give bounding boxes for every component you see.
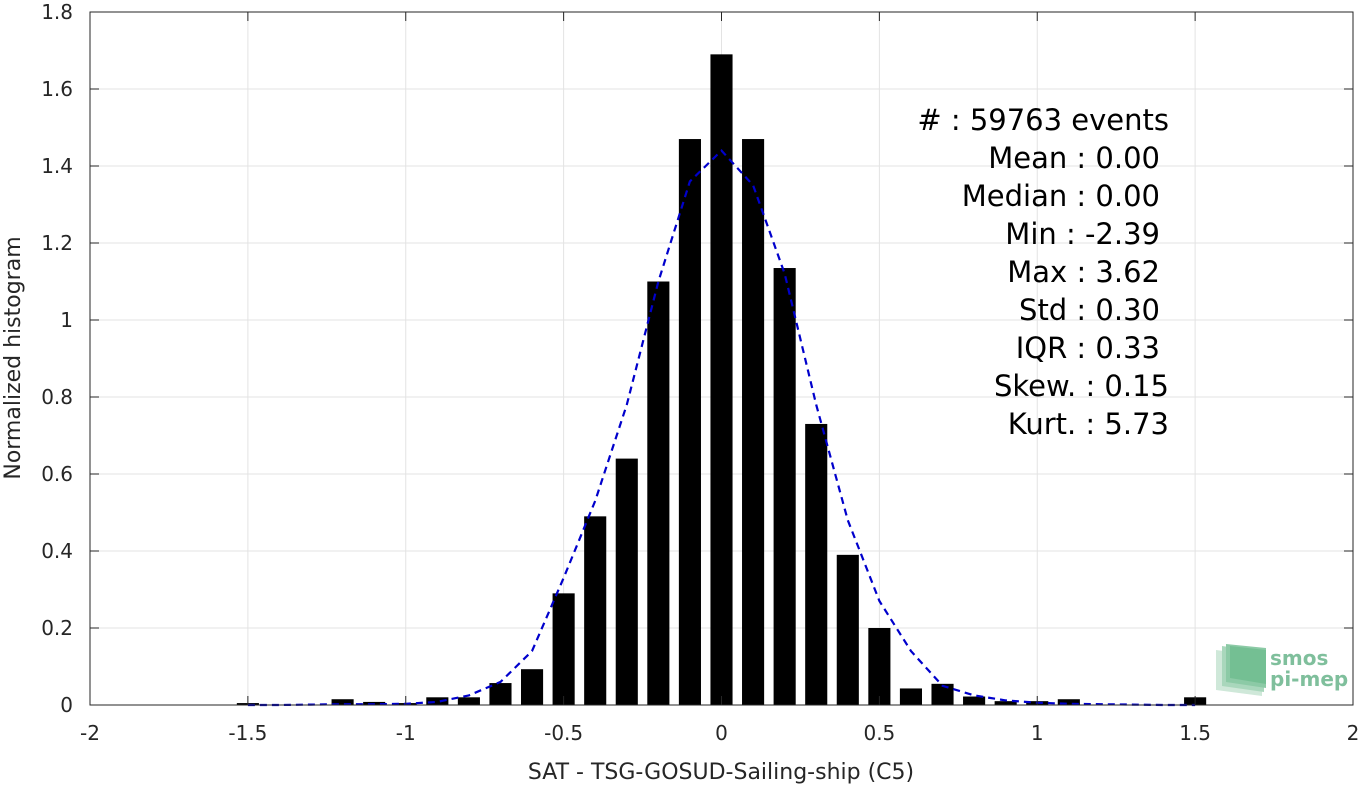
- x-tick-label-4: 0: [715, 721, 728, 745]
- bar-19: [836, 554, 859, 705]
- bar-10: [552, 593, 575, 705]
- bar-16: [742, 139, 765, 706]
- y-tick-labels: 0 0.2 0.4 0.6 0.8 1 1.2 1.4 1.6 1.8: [41, 0, 73, 717]
- y-tick-label-5: 1: [60, 308, 73, 332]
- y-tick-label-9: 1.8: [41, 0, 73, 24]
- bar-7: [457, 697, 480, 705]
- bar-6: [426, 697, 449, 705]
- bar-3: [331, 699, 354, 705]
- bar-21: [899, 688, 923, 705]
- stats-box: # : 59763 events Mean : 0.00 Median : 0.…: [917, 103, 1169, 441]
- y-tick-label-0: 0: [60, 693, 73, 717]
- y-tick-label-6: 1.2: [41, 231, 73, 255]
- bar-15: [710, 54, 733, 706]
- x-tick-label-6: 1: [1031, 721, 1044, 745]
- bar-12: [615, 458, 638, 705]
- x-tick-label-0: -2: [80, 721, 100, 745]
- x-tick-label-8: 2: [1347, 721, 1360, 745]
- x-tick-label-7: 1.5: [1179, 721, 1211, 745]
- stat-mean: Mean : 0.00: [988, 141, 1160, 175]
- logo-text-pimep: pi-mep: [1270, 667, 1348, 691]
- bar-11: [584, 516, 607, 705]
- bar-18: [805, 423, 828, 705]
- stat-events: # : 59763 events: [917, 103, 1169, 137]
- x-axis-label: SAT - TSG-GOSUD-Sailing-ship (C5): [528, 760, 914, 785]
- stat-min: Min : -2.39: [1005, 217, 1160, 251]
- bar-20: [868, 628, 891, 705]
- bar-17: [773, 268, 796, 705]
- stat-max: Max : 3.62: [1007, 255, 1160, 289]
- y-tick-label-1: 0.2: [41, 616, 73, 640]
- bar-9: [520, 669, 544, 705]
- bar-22: [931, 683, 954, 705]
- smos-pimep-logo: smos pi-mep: [1216, 644, 1348, 696]
- x-tick-label-2: -1: [396, 721, 416, 745]
- x-tick-labels: -2 -1.5 -1 -0.5 0 0.5 1 1.5 2: [80, 721, 1359, 745]
- y-tick-label-3: 0.6: [41, 462, 73, 486]
- bar-14: [678, 139, 701, 706]
- stat-std: Std : 0.30: [1019, 293, 1160, 327]
- logo-mark-icon: [1216, 644, 1266, 696]
- x-tick-label-1: -1.5: [228, 721, 267, 745]
- bar-23: [963, 696, 986, 705]
- bar-13: [647, 281, 670, 705]
- axes: [89, 11, 1354, 706]
- y-tick-label-7: 1.4: [41, 154, 73, 178]
- stat-median: Median : 0.00: [962, 179, 1160, 213]
- bar-26: [1057, 699, 1080, 705]
- y-axis-label: Normalized histogram: [1, 236, 26, 479]
- x-tick-label-5: 0.5: [863, 721, 895, 745]
- histogram-bars: [236, 54, 1207, 706]
- stat-iqr: IQR : 0.33: [1016, 331, 1160, 365]
- stat-skew: Skew. : 0.15: [994, 369, 1169, 403]
- x-tick-label-3: -0.5: [544, 721, 583, 745]
- y-tick-label-2: 0.4: [41, 539, 73, 563]
- bar-24: [994, 701, 1017, 705]
- stat-kurt: Kurt. : 5.73: [1008, 407, 1169, 441]
- logo-text-smos: smos: [1270, 646, 1328, 670]
- bar-8: [489, 683, 512, 705]
- y-tick-label-8: 1.6: [41, 77, 73, 101]
- y-tick-label-4: 0.8: [41, 385, 73, 409]
